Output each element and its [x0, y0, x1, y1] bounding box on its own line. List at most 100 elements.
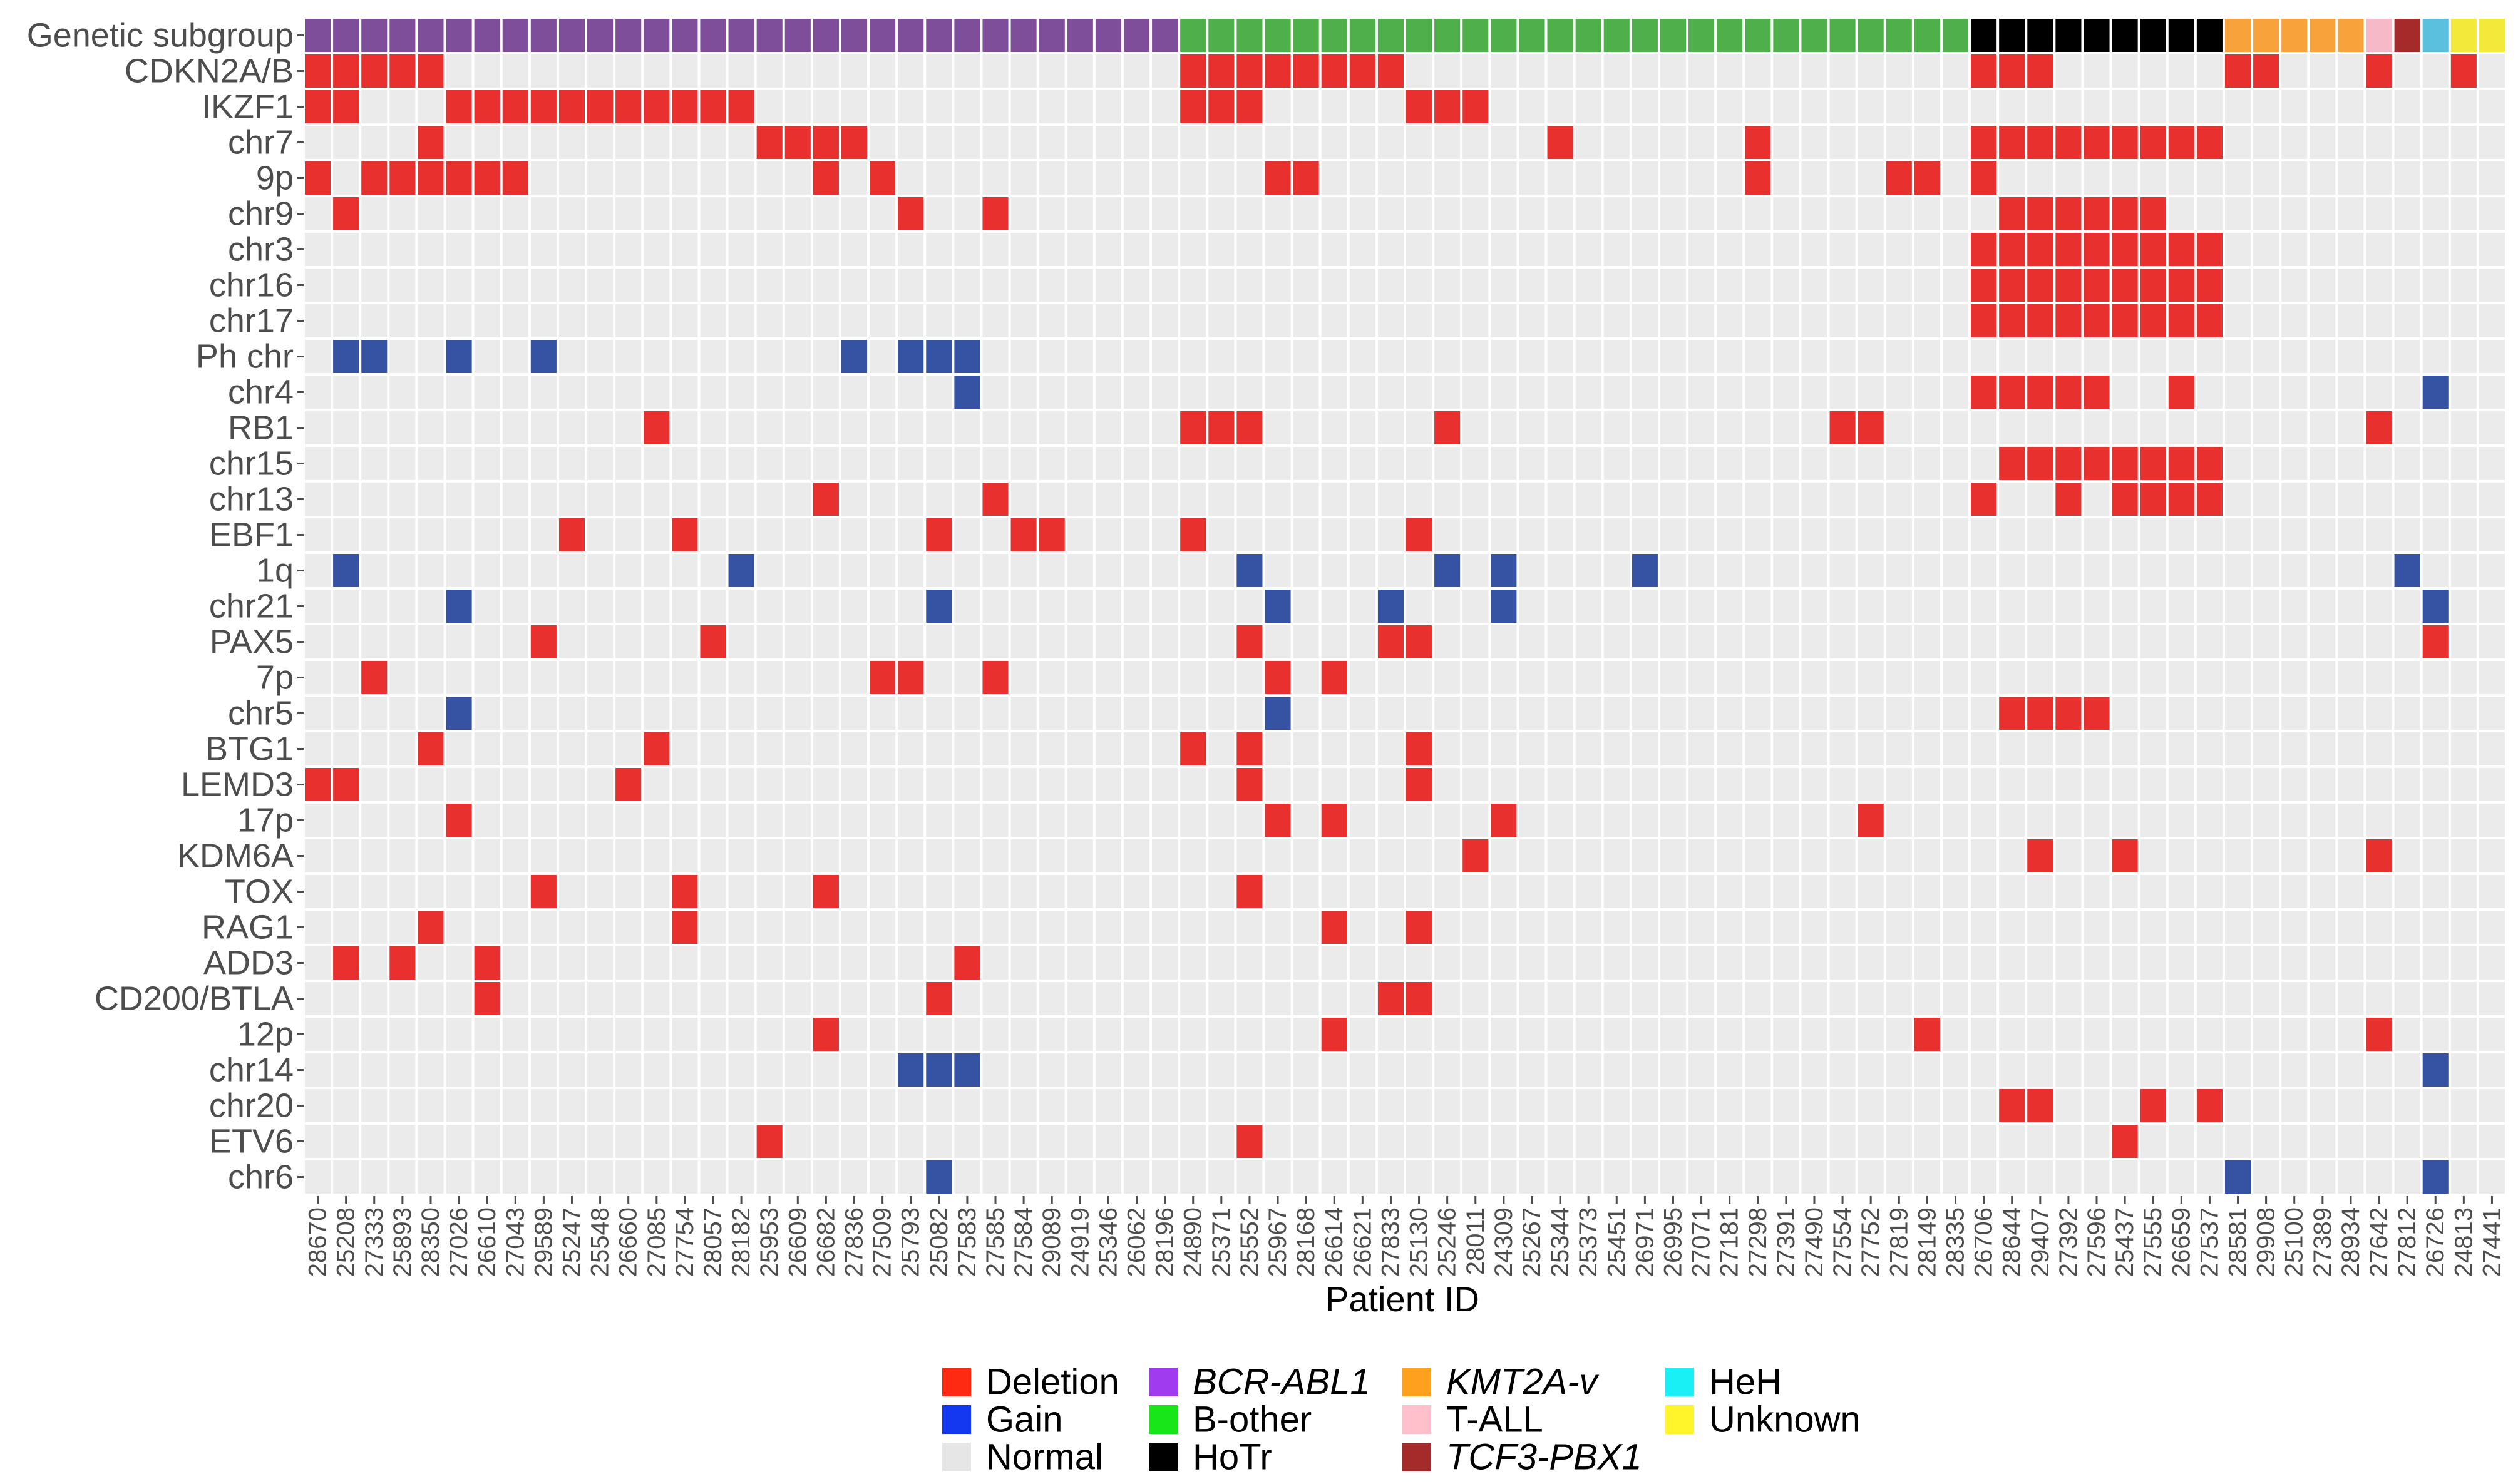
normal-cell: [870, 126, 896, 159]
normal-cell: [1745, 1018, 1771, 1051]
normal-cell: [1377, 1089, 1404, 1122]
normal-cell: [672, 768, 698, 801]
normal-cell: [587, 126, 614, 159]
normal-cell: [2084, 732, 2110, 765]
normal-cell: [1095, 411, 1121, 444]
normal-cell: [1547, 447, 1573, 480]
normal-cell: [1152, 161, 1178, 195]
normal-cell: [1717, 554, 1743, 587]
normal-cell: [1717, 875, 1743, 908]
normal-cell: [1914, 376, 1940, 409]
normal-cell: [2338, 839, 2364, 872]
normal-cell: [1293, 732, 1319, 765]
subgroup-cell: [418, 19, 444, 52]
normal-cell: [1971, 982, 1997, 1015]
deletion-cell: [2168, 269, 2194, 302]
normal-cell: [644, 1089, 670, 1122]
normal-cell: [502, 304, 528, 337]
normal-cell: [756, 411, 783, 444]
normal-cell: [1547, 411, 1573, 444]
normal-cell: [2140, 946, 2166, 980]
normal-cell: [1519, 732, 1545, 765]
subgroup-cell: [446, 19, 472, 52]
deletion-cell: [2055, 447, 2082, 480]
deletion-cell: [841, 126, 868, 159]
normal-cell: [2310, 54, 2336, 88]
normal-cell: [1010, 590, 1037, 623]
normal-cell: [1208, 1018, 1235, 1051]
normal-cell: [2112, 590, 2138, 623]
normal-cell: [1321, 697, 1347, 730]
normal-cell: [389, 483, 416, 516]
normal-cell: [1575, 875, 1601, 908]
normal-cell: [2196, 804, 2223, 837]
normal-cell: [1010, 768, 1037, 801]
normal-cell: [898, 590, 924, 623]
normal-cell: [898, 233, 924, 266]
normal-cell: [2450, 233, 2477, 266]
normal-cell: [672, 1018, 698, 1051]
normal-cell: [898, 518, 924, 551]
normal-cell: [1773, 161, 1799, 195]
normal-cell: [1632, 447, 1658, 480]
normal-cell: [587, 1018, 614, 1051]
normal-cell: [1801, 1053, 1827, 1087]
subgroup-cell: [1349, 19, 1375, 52]
normal-cell: [1999, 839, 2025, 872]
deletion-cell: [756, 1125, 783, 1158]
normal-cell: [2422, 946, 2449, 980]
normal-cell: [446, 54, 472, 88]
normal-cell: [1067, 411, 1093, 444]
normal-cell: [1773, 625, 1799, 658]
normal-cell: [1547, 340, 1573, 373]
normal-cell: [1801, 911, 1827, 944]
normal-cell: [870, 554, 896, 587]
normal-cell: [2310, 1053, 2336, 1087]
normal-cell: [2112, 161, 2138, 195]
normal-cell: [1603, 304, 1630, 337]
normal-cell: [587, 411, 614, 444]
normal-cell: [1265, 483, 1291, 516]
normal-cell: [1039, 233, 1065, 266]
normal-cell: [333, 269, 359, 302]
normal-cell: [1773, 518, 1799, 551]
normal-cell: [2310, 161, 2336, 195]
normal-cell: [644, 839, 670, 872]
normal-cell: [1519, 483, 1545, 516]
normal-cell: [1123, 590, 1150, 623]
normal-cell: [898, 126, 924, 159]
deletion-cell: [1293, 54, 1319, 88]
normal-cell: [784, 661, 811, 694]
normal-cell: [446, 126, 472, 159]
deletion-cell: [1462, 839, 1489, 872]
normal-cell: [1632, 411, 1658, 444]
normal-cell: [813, 233, 839, 266]
normal-cell: [1745, 269, 1771, 302]
normal-cell: [1801, 625, 1827, 658]
normal-cell: [700, 411, 726, 444]
normal-cell: [1971, 447, 1997, 480]
normal-cell: [1039, 982, 1065, 1015]
normal-cell: [1632, 197, 1658, 230]
normal-cell: [1491, 483, 1517, 516]
normal-cell: [2394, 1053, 2420, 1087]
row-label: RB1: [228, 409, 294, 447]
normal-cell: [1095, 804, 1121, 837]
normal-cell: [2253, 340, 2279, 373]
normal-cell: [2253, 197, 2279, 230]
normal-cell: [1123, 804, 1150, 837]
subgroup-cell: [474, 19, 500, 52]
gain-cell: [2422, 1160, 2449, 1194]
normal-cell: [1462, 518, 1489, 551]
normal-cell: [305, 340, 331, 373]
normal-cell: [1039, 697, 1065, 730]
normal-cell: [1519, 1160, 1545, 1194]
normal-cell: [333, 661, 359, 694]
normal-cell: [2281, 911, 2308, 944]
normal-cell: [1886, 269, 1912, 302]
normal-cell: [502, 554, 528, 587]
normal-cell: [587, 1089, 614, 1122]
normal-cell: [1660, 376, 1687, 409]
normal-cell: [1123, 1125, 1150, 1158]
normal-cell: [2224, 161, 2251, 195]
